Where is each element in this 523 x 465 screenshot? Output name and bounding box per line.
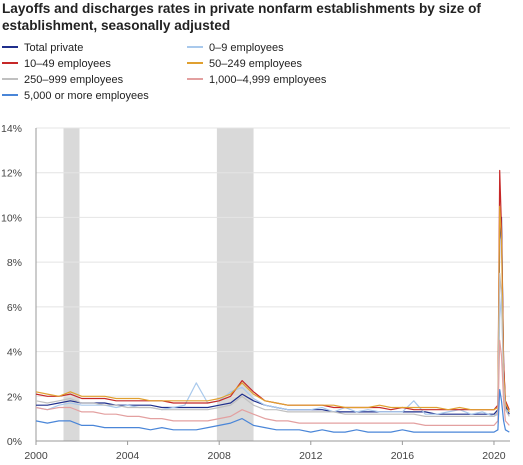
legend-item-0-9-employees: 0–9 employees — [187, 40, 284, 56]
legend-swatch — [2, 78, 18, 81]
series-line-0-9-employees — [35, 295, 510, 417]
series-line-10-49-employees — [35, 169, 510, 411]
recession-band — [216, 128, 254, 441]
y-tick-label: 8% — [7, 257, 22, 269]
y-tick-label: 4% — [7, 347, 22, 359]
x-tick-label: 2000 — [24, 450, 48, 462]
y-tick-label: 2% — [7, 391, 22, 403]
x-tick-label: 2016 — [391, 450, 415, 462]
legend-label: 10–49 employees — [24, 58, 111, 70]
axes: 0% 2% 4% 6% 8% 10% 12% 14% 2000 2004 2008 2012 2016 2… — [1, 123, 506, 462]
legend-swatch — [2, 46, 18, 49]
legend-label: 250–999 employees — [24, 74, 124, 86]
legend-item-total-private: Total private — [2, 40, 83, 56]
gridlines — [36, 127, 510, 442]
legend-label: 50–249 employees — [209, 58, 302, 70]
x-tick-label: 2020 — [482, 450, 506, 462]
y-tick-label: 6% — [7, 302, 22, 314]
y-tick-label: 14% — [1, 123, 22, 135]
chart-title: Layoffs and discharges rates in private … — [2, 1, 481, 33]
legend-label: 1,000–4,999 employees — [209, 74, 327, 86]
series-line-5-000-or-more-employees — [35, 389, 510, 433]
legend-label: Total private — [24, 42, 84, 54]
x-tick-label: 2008 — [208, 450, 232, 462]
recession-bands — [63, 128, 254, 441]
series-line-250-999-employees — [35, 272, 510, 417]
legend-item-1000-4999-employees: 1,000–4,999 employees — [187, 72, 326, 88]
series-line-1-000-4-999-employees — [35, 339, 510, 426]
series-lines — [35, 169, 510, 433]
series-line-total-private — [36, 216, 510, 415]
legend-item-250-999-employees: 250–999 employees — [2, 72, 123, 88]
y-tick-label: 12% — [1, 168, 22, 180]
legend-swatch — [2, 94, 18, 97]
legend-label: 5,000 or more employees — [24, 90, 149, 102]
x-tick-label: 2012 — [299, 450, 323, 462]
legend-label: 0–9 employees — [209, 42, 284, 54]
legend-item-5000-or-more-employees: 5,000 or more employees — [2, 88, 149, 104]
y-tick-label: 0% — [7, 436, 22, 448]
recession-band — [63, 128, 80, 441]
x-tick-label: 2004 — [116, 450, 140, 462]
legend-swatch — [187, 78, 203, 81]
legend-item-10-49-employees: 10–49 employees — [2, 56, 111, 72]
legend-swatch — [2, 62, 18, 65]
legend-swatch — [187, 46, 203, 49]
legend-item-50-249-employees: 50–249 employees — [187, 56, 302, 72]
y-tick-label: 10% — [1, 212, 22, 224]
legend-swatch — [187, 62, 203, 65]
series-line-50-249-employees — [35, 205, 510, 413]
legend: Total private 0–9 employees 10–49 employ… — [2, 40, 521, 104]
